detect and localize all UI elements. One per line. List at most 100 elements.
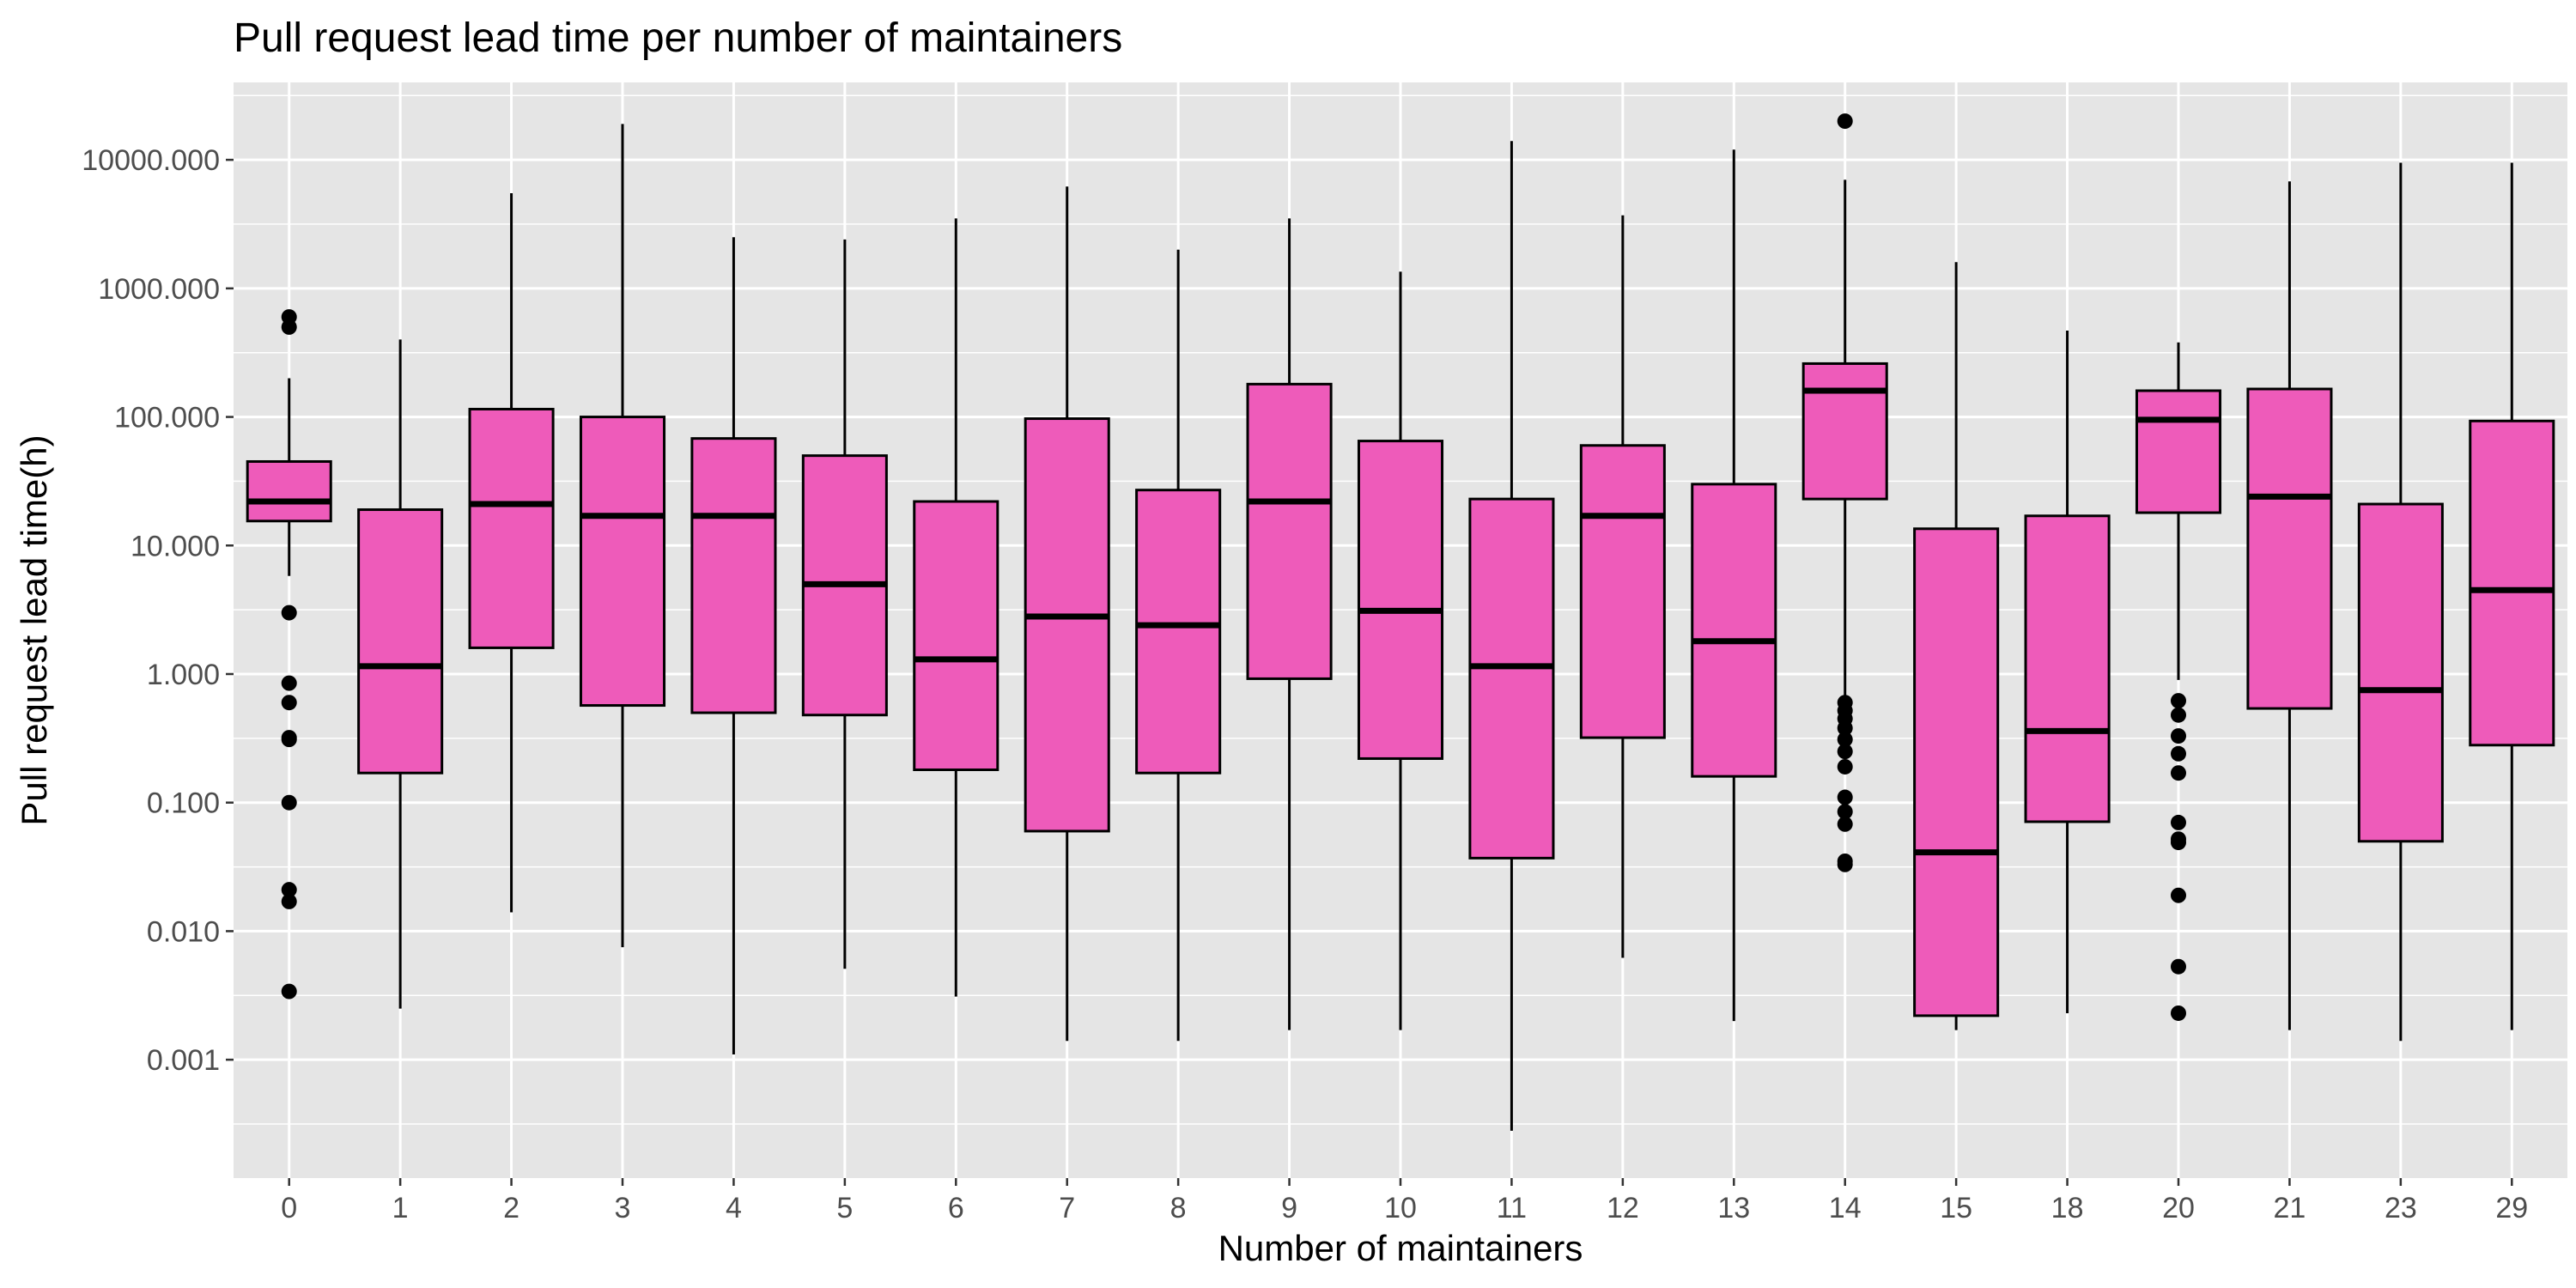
box-iqr xyxy=(2357,502,2444,843)
box-20 xyxy=(2135,342,2222,1021)
outlier-point xyxy=(2171,1005,2186,1021)
chart-title: Pull request lead time per number of mai… xyxy=(234,15,1122,61)
box-14 xyxy=(1801,113,1888,872)
x-tick-label: 2 xyxy=(503,1192,519,1224)
outlier-point xyxy=(1837,789,1853,805)
outlier-point xyxy=(2171,958,2186,975)
outlier-point xyxy=(281,983,297,999)
x-tick-label: 15 xyxy=(1940,1192,1972,1224)
outlier-point xyxy=(281,605,297,621)
x-tick-label: 13 xyxy=(1717,1192,1750,1224)
outlier-point xyxy=(2171,814,2186,830)
x-tick-label: 14 xyxy=(1829,1192,1862,1224)
box-9 xyxy=(1246,218,1333,1030)
y-tick-label: 10000.000 xyxy=(82,144,220,177)
outlier-point xyxy=(1837,804,1853,820)
x-tick-label: 0 xyxy=(281,1192,297,1224)
outlier-point xyxy=(2171,707,2186,723)
outlier-point xyxy=(1837,720,1853,736)
x-tick-label: 12 xyxy=(1607,1192,1639,1224)
x-tick-label: 20 xyxy=(2162,1192,2195,1224)
box-iqr xyxy=(1468,497,1555,860)
box-iqr xyxy=(690,437,777,714)
outlier-point xyxy=(2171,765,2186,781)
box-10 xyxy=(1357,271,1444,1030)
outlier-point xyxy=(1837,113,1853,130)
box-iqr xyxy=(2024,514,2111,823)
box-iqr xyxy=(1246,382,1333,680)
outlier-point xyxy=(281,695,297,711)
outlier-point xyxy=(1837,744,1853,760)
box-iqr xyxy=(913,500,999,771)
x-tick-label: 21 xyxy=(2274,1192,2306,1224)
box-23 xyxy=(2357,162,2444,1042)
box-4 xyxy=(690,237,777,1054)
y-axis-title: Pull request lead time(h) xyxy=(14,434,54,825)
outlier-point xyxy=(281,732,297,748)
outlier-point xyxy=(281,882,297,898)
x-tick-label: 23 xyxy=(2385,1192,2417,1224)
outlier-point xyxy=(1837,856,1853,872)
outlier-point xyxy=(2171,835,2186,851)
box-3 xyxy=(579,124,666,948)
x-tick-label: 4 xyxy=(726,1192,742,1224)
outlier-point xyxy=(281,794,297,811)
box-iqr xyxy=(1357,440,1444,760)
box-21 xyxy=(2246,181,2333,1030)
y-tick-label: 0.010 xyxy=(147,915,220,948)
outlier-point xyxy=(1837,758,1853,775)
outlier-point xyxy=(2171,728,2186,744)
box-iqr xyxy=(2246,387,2333,710)
outlier-point xyxy=(281,675,297,691)
x-tick-label: 10 xyxy=(1384,1192,1417,1224)
x-axis-title: Number of maintainers xyxy=(1218,1228,1583,1268)
box-8 xyxy=(1135,249,1222,1042)
box-15 xyxy=(1913,262,2000,1030)
box-iqr xyxy=(1691,483,1777,778)
outlier-point xyxy=(2171,693,2186,709)
box-iqr xyxy=(1801,361,1888,501)
outlier-point xyxy=(281,319,297,335)
box-iqr xyxy=(246,459,332,523)
box-6 xyxy=(913,218,999,997)
box-5 xyxy=(801,239,888,969)
y-tick-label: 0.001 xyxy=(147,1044,220,1077)
x-tick-label: 3 xyxy=(615,1192,631,1224)
x-tick-label: 1 xyxy=(392,1192,409,1224)
y-tick-label: 0.100 xyxy=(147,787,220,820)
box-iqr xyxy=(1579,444,1666,739)
outlier-point xyxy=(2171,887,2186,903)
box-1 xyxy=(357,339,444,1009)
y-tick-label: 1.000 xyxy=(147,659,220,691)
box-iqr xyxy=(468,407,555,649)
box-18 xyxy=(2024,330,2111,1013)
box-11 xyxy=(1468,141,1555,1131)
y-tick-label: 100.000 xyxy=(114,402,220,434)
x-tick-label: 18 xyxy=(2051,1192,2084,1224)
box-iqr xyxy=(579,416,666,708)
box-iqr xyxy=(357,508,444,775)
box-0 xyxy=(246,309,332,999)
x-tick-label: 9 xyxy=(1281,1192,1297,1224)
x-tick-label: 29 xyxy=(2495,1192,2528,1224)
box-iqr xyxy=(1135,489,1222,775)
box-2 xyxy=(468,193,555,913)
x-tick-label: 8 xyxy=(1170,1192,1187,1224)
outlier-point xyxy=(281,893,297,909)
outlier-point xyxy=(1837,816,1853,832)
boxes xyxy=(246,113,2555,1131)
box-iqr xyxy=(1913,527,2000,1018)
outlier-point xyxy=(1837,732,1853,748)
x-tick-label: 6 xyxy=(948,1192,964,1224)
y-axis: 0.001 0.010 0.100 1.000 10.000 100.000 1000.00… xyxy=(82,144,234,1077)
box-7 xyxy=(1024,186,1110,1042)
y-tick-label: 10.000 xyxy=(131,530,220,562)
box-iqr xyxy=(2135,389,2222,514)
box-iqr xyxy=(2469,419,2555,747)
box-29 xyxy=(2469,162,2555,1030)
x-tick-label: 11 xyxy=(1497,1192,1527,1224)
box-13 xyxy=(1691,149,1777,1022)
box-iqr xyxy=(1024,417,1110,833)
x-tick-label: 7 xyxy=(1059,1192,1075,1224)
